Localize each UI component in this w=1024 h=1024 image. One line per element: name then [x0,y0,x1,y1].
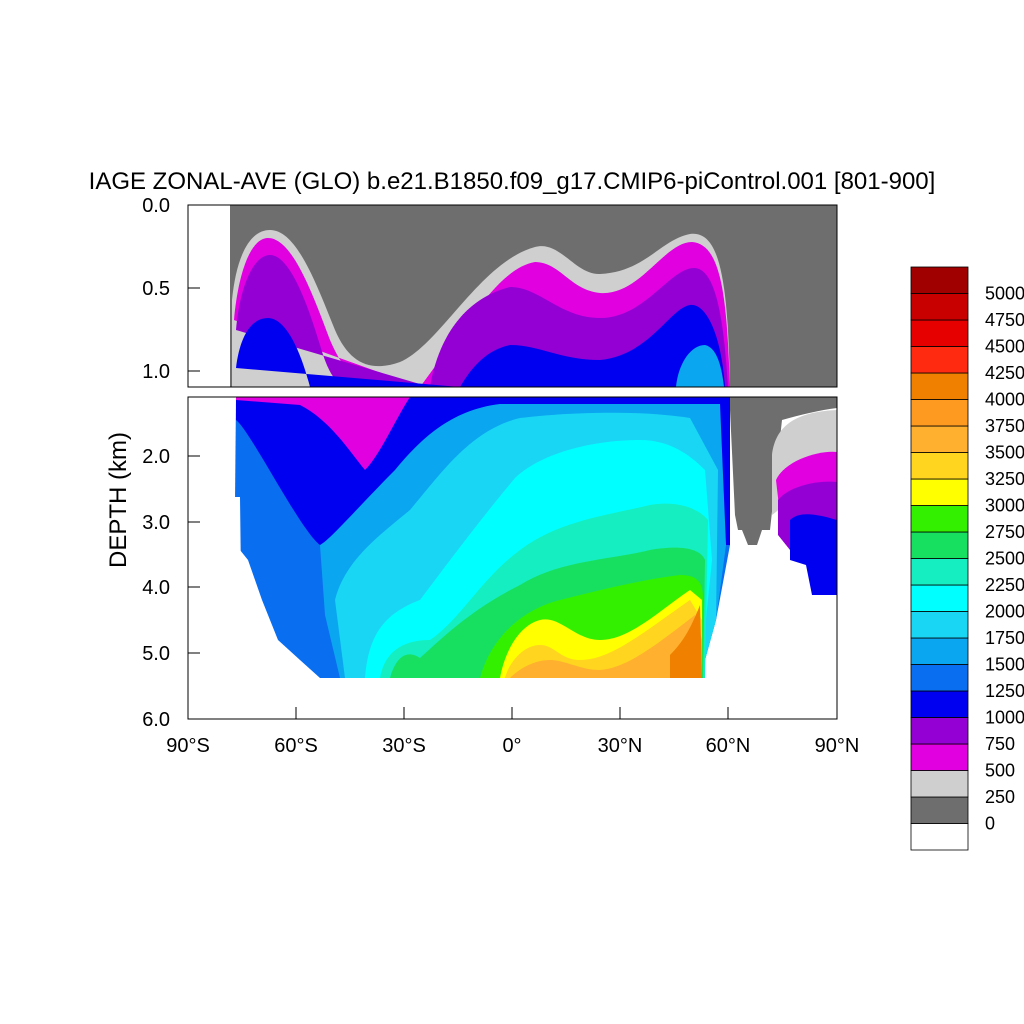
colorbar-swatch [910,372,969,400]
colorbar-swatch [910,478,969,506]
colorbar-label: 500 [985,761,1015,781]
colorbar-swatch [910,558,969,586]
colorbar-swatch [910,319,969,347]
y-tick-label-4.0: 4.0 [142,577,170,599]
x-tick-label-90N: 90°N [815,735,860,757]
lower-y-axis: 2.0 3.0 4.0 5.0 6.0 [142,446,200,731]
y-tick-label-2.0: 2.0 [142,446,170,468]
colorbar: 0 250 500 750 1000 1250 1500 1750 2000 2250 2500 27… [910,266,1024,851]
y-axis-label: DEPTH (km) [105,432,132,568]
age-band-3750-4000 [670,605,702,678]
colorbar-label: 1000 [985,708,1024,728]
colorbar-swatch [910,452,969,480]
y-tick-label-3.0: 3.0 [142,512,170,534]
colorbar-label: 750 [985,734,1015,754]
x-tick-label-30S: 30°S [382,735,426,757]
colorbar-label: 1750 [985,628,1024,648]
colorbar-swatch [910,637,969,665]
colorbar-swatch [910,743,969,771]
y-tick-label-0.5: 0.5 [142,278,170,300]
age-band-750-1000 [236,255,728,387]
y-tick-label-1.0: 1.0 [142,361,170,383]
colorbar-label: 250 [985,787,1015,807]
colorbar-label: 3250 [985,469,1024,489]
colorbar-swatch [910,399,969,427]
colorbar-label: 0 [985,814,995,834]
age-band-3500-3750 [510,615,702,678]
colorbar-label: 1250 [985,681,1024,701]
colorbar-swatch [910,266,969,294]
colorbar-swatch [910,770,969,798]
colorbar-label: 2250 [985,575,1024,595]
colorbar-swatch [910,505,969,533]
colorbar-swatch [910,611,969,639]
colorbar-label: 4750 [985,310,1024,330]
colorbar-swatch [910,690,969,718]
upper-panel [188,205,837,387]
colorbar-label: 3500 [985,443,1024,463]
colorbar-label: 4000 [985,390,1024,410]
colorbar-label: 3000 [985,496,1024,516]
y-tick-label-5.0: 5.0 [142,643,170,665]
colorbar-label: 5000 [985,284,1024,304]
y-tick-label-0.0: 0.0 [142,195,170,217]
colorbar-label: 4250 [985,363,1024,383]
upper-panel-frame [187,204,838,388]
colorbar-label: 2000 [985,602,1024,622]
y-tick-label-6.0: 6.0 [142,709,170,731]
age-band-bottom-mask [188,397,837,719]
x-tick-label-30N: 30°N [598,735,643,757]
age-band-1250-1750 [676,345,724,387]
colorbar-swatch [910,293,969,321]
age-band-1000-1250 [236,304,725,387]
colorbar-label: 4500 [985,337,1024,357]
colorbar-swatch [910,346,969,374]
x-tick-label-60S: 60°S [274,735,318,757]
lower-panel [188,397,837,719]
x-axis: 90°S 60°S 30°S 0° 30°N 60°N 90°N [166,707,859,757]
upper-y-axis: 0.0 0.5 1.0 [142,195,200,383]
colorbar-swatch [910,584,969,612]
colorbar-label: 2500 [985,549,1024,569]
colorbar-label: 3750 [985,416,1024,436]
colorbar-swatch [910,664,969,692]
age-band-0-250 [730,397,837,545]
colorbar-swatch [910,796,969,824]
x-tick-label-0: 0° [502,735,521,757]
colorbar-label: 2750 [985,522,1024,542]
chart-title: IAGE ZONAL-AVE (GLO) b.e21.B1850.f09_g17… [89,168,936,195]
age-band-1250-1500 [236,420,320,545]
age-band-500-750 [236,397,410,470]
colorbar-label: 1500 [985,655,1024,675]
x-tick-label-90S: 90°S [166,735,210,757]
colorbar-swatch [910,823,969,851]
colorbar-swatch [910,425,969,453]
x-tick-label-60N: 60°N [706,735,751,757]
age-band-1000-1250 [790,514,837,595]
colorbar-swatch [910,717,969,745]
colorbar-swatch [910,531,969,559]
